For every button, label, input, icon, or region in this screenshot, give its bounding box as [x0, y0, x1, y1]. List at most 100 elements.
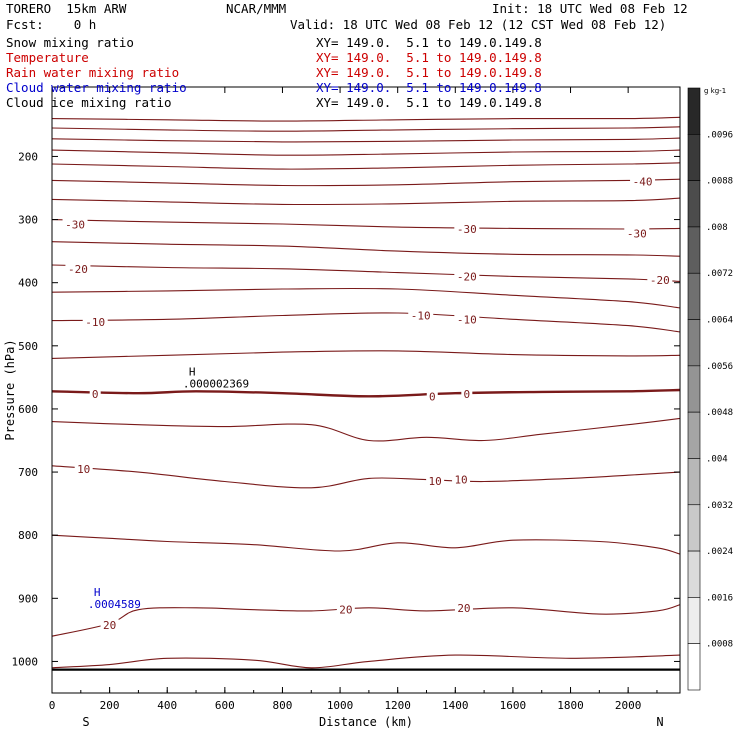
field-xy-range: XY= 149.0. 5.1 to 149.0.149.8: [316, 65, 542, 80]
field-name: Cloud ice mixing ratio: [6, 95, 172, 110]
colorbar-segment: [687, 458, 701, 506]
temperature-contour-line: [51, 137, 681, 143]
contour-label: -10: [457, 313, 477, 326]
x-axis: 0 200 400 600 800 1000 1200 1400 1600 1800 2000Dis…: [49, 87, 664, 729]
colorbar-tick-label: .0024: [706, 547, 733, 557]
model-title: TORERO 15km ARW: [6, 1, 127, 16]
contour-label-bg: [65, 262, 91, 275]
y-axis-label: Pressure (hPa): [3, 339, 17, 440]
y-tick-label: 200: [18, 150, 38, 163]
colorbar-tick-label: .0088: [706, 177, 733, 187]
max-marker-symbol: H: [189, 365, 196, 378]
field-xy-range: XY= 149.0. 5.1 to 149.0.149.8: [316, 50, 542, 65]
colorbar-segment: [687, 504, 701, 552]
temperature-contour-line: [51, 654, 681, 669]
colorbar-tick-label: .0008: [706, 640, 733, 650]
temperature-contour-line: [51, 219, 681, 230]
temperature-contour-line: [51, 388, 681, 398]
y-tick-label: 600: [18, 403, 38, 416]
contour-label-bg: [74, 462, 93, 475]
contour-label: 10: [77, 463, 90, 476]
contour-label: -20: [457, 270, 477, 283]
field-xy-range: XY= 149.0. 5.1 to 149.0.149.8: [316, 80, 542, 95]
contour-label-bg: [624, 227, 650, 240]
field-xy-range: XY= 149.0. 5.1 to 149.0.149.8: [316, 95, 542, 110]
x-tick-label: 2000: [615, 699, 642, 712]
colorbar-tick-label: .0064: [706, 316, 733, 326]
colorbar-unit-label: g kg-1: [704, 87, 726, 95]
contour-label: 0: [464, 388, 471, 401]
max-marker-value: .000002369: [183, 377, 249, 390]
contour-label-bg: [100, 618, 119, 631]
temperature-contour-line: [51, 417, 681, 442]
x-tick-label: 1200: [384, 699, 411, 712]
contour-label-bg: [454, 313, 480, 326]
colorbar-segment: [687, 550, 701, 598]
max-marker-value: .0004589: [88, 598, 141, 611]
contour-label: 0: [92, 388, 99, 401]
colorbar-segment: [687, 597, 701, 644]
valid-time: Valid: 18 UTC Wed 08 Feb 12 (12 CST Wed …: [290, 17, 667, 32]
temperature-contour-line: [51, 604, 681, 637]
contour-label: 20: [339, 604, 352, 617]
x-tick-label: 1600: [500, 699, 527, 712]
y-tick-label: 400: [18, 277, 38, 290]
contour-label: 20: [457, 602, 470, 615]
y-tick-label: 300: [18, 214, 38, 227]
temperature-contour-line: [51, 116, 681, 122]
temperature-contour-line: [51, 312, 681, 333]
field-name: Snow mixing ratio: [6, 35, 134, 50]
x-tick-label: 800: [273, 699, 293, 712]
contour-label: -30: [627, 227, 647, 240]
contour-label: -20: [650, 274, 670, 287]
colorbar-segment: [687, 272, 701, 320]
init-time: Init: 18 UTC Wed 08 Feb 12: [492, 1, 688, 16]
contour-label-bg: [452, 473, 471, 486]
temperature-contour-line: [51, 350, 681, 359]
x-tick-label: 0: [49, 699, 56, 712]
contour-label: 10: [454, 474, 467, 487]
x-tick-label: 1400: [442, 699, 469, 712]
colorbar-tick-label: .0016: [706, 593, 733, 603]
colorbar-tick-label: .004: [706, 454, 728, 464]
contour-label-bg: [454, 223, 480, 236]
plot-frame: [51, 86, 681, 694]
contour-label-bg: [630, 175, 656, 188]
x-tick-label: 400: [157, 699, 177, 712]
y-tick-label: 700: [18, 466, 38, 479]
forecast-hour: Fcst: 0 h: [6, 17, 97, 32]
colorbar-segment: [687, 134, 701, 181]
colorbar-segment: [687, 365, 701, 413]
colorbar-segment: [687, 226, 701, 274]
field-name: Rain water mixing ratio: [6, 65, 180, 80]
x-left-label: S: [82, 715, 89, 729]
temperature-contour-line: [51, 162, 681, 170]
colorbar-segment: [687, 87, 701, 135]
temperature-contour-line: [51, 264, 681, 282]
temperature-contour-line: [51, 287, 681, 309]
x-tick-label: 200: [100, 699, 120, 712]
y-tick-label: 900: [18, 592, 38, 605]
contour-label: 0: [429, 390, 436, 403]
contour-label-bg: [426, 474, 445, 487]
contour-label: -10: [85, 316, 105, 329]
temperature-contour-line: [51, 149, 681, 156]
colorbar-segment: [687, 643, 701, 691]
y-tick-label: 500: [18, 340, 38, 353]
field-xy-range: XY= 149.0. 5.1 to 149.0.149.8: [316, 35, 542, 50]
contour-label: -30: [457, 223, 477, 236]
contour-label-bg: [336, 603, 355, 616]
contour-label: -40: [633, 176, 653, 189]
contour-label-bg: [82, 315, 108, 328]
contour-label-bg: [62, 218, 88, 231]
temperature-contour-line: [51, 241, 681, 257]
y-tick-label: 800: [18, 529, 38, 542]
colorbar-segment: [687, 319, 701, 367]
contour-label-bg: [647, 274, 673, 287]
contour-label-bg: [454, 601, 473, 614]
colorbar-tick-label: .0056: [706, 362, 733, 372]
temperature-contour-line: [51, 534, 681, 555]
contour-label-bg: [426, 390, 438, 403]
